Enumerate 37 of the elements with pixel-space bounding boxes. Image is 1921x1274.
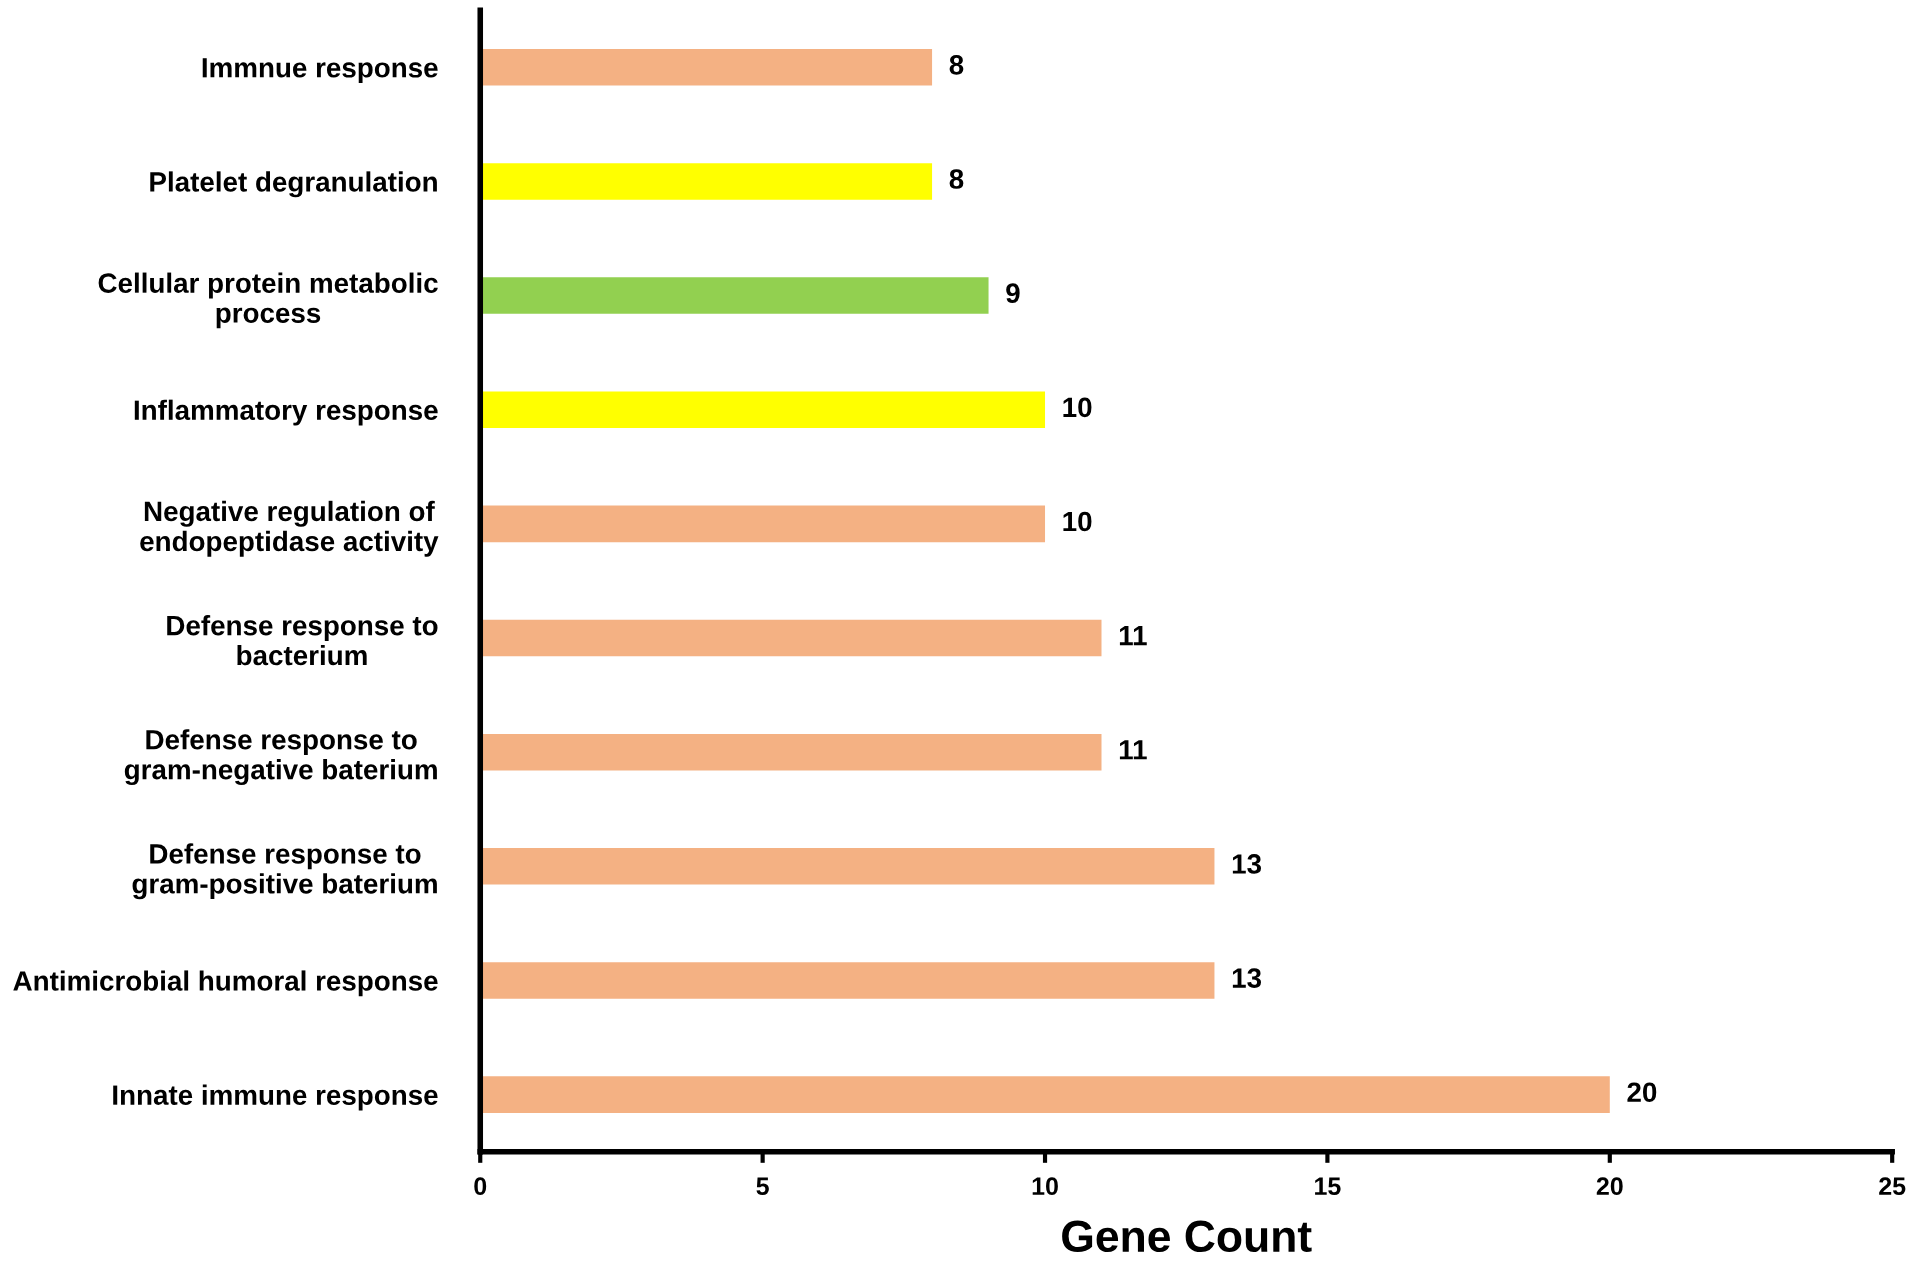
y-tick-label: Antimicrobial humoral response — [13, 970, 438, 997]
bar — [480, 49, 933, 86]
y-tick-label: Immnue response — [202, 58, 438, 84]
x-axis-title: Gene Count — [1062, 1220, 1312, 1253]
y-tick-label: Inflammatory response — [134, 399, 438, 426]
x-tick-label: 10 — [1032, 1177, 1058, 1196]
x-tick-label: 25 — [1879, 1177, 1906, 1196]
data-label: 20 — [1627, 1082, 1657, 1103]
y-tick-label: Cellular protein metabolic process — [98, 272, 438, 329]
data-label: 9 — [1006, 283, 1020, 304]
bar — [480, 962, 1215, 999]
x-tick-label: 5 — [756, 1177, 769, 1196]
bar — [480, 733, 1102, 771]
y-tick-label: Innate immune response — [113, 1084, 438, 1111]
data-label: 11 — [1119, 740, 1147, 760]
data-label: 13 — [1232, 854, 1262, 874]
bar — [480, 848, 1215, 885]
y-tick-label: Defense response to gram-positive baterium — [132, 843, 437, 900]
data-label: 8 — [949, 169, 964, 189]
bar — [480, 277, 989, 314]
data-label: 8 — [949, 55, 964, 75]
y-tick-label: Defense response to gram-negative baterium — [124, 729, 437, 786]
bar — [480, 619, 1102, 657]
y-tick-label: Defense response to bacterium — [167, 615, 438, 666]
bar — [480, 505, 1046, 543]
data-label: 13 — [1232, 968, 1262, 988]
x-tick-label: 0 — [474, 1177, 487, 1196]
x-tick-label: 20 — [1596, 1177, 1623, 1196]
x-tick-label: 15 — [1315, 1177, 1341, 1196]
data-label: 10 — [1063, 511, 1092, 532]
y-tick-label: Negative regulation of endopeptidase activity — [140, 500, 439, 557]
y-tick-label: Platelet degranulation — [150, 171, 437, 198]
bar — [480, 163, 933, 200]
bar — [480, 391, 1046, 428]
data-label: 10 — [1063, 397, 1092, 418]
data-label: 11 — [1119, 626, 1147, 646]
bar — [480, 1076, 1610, 1113]
